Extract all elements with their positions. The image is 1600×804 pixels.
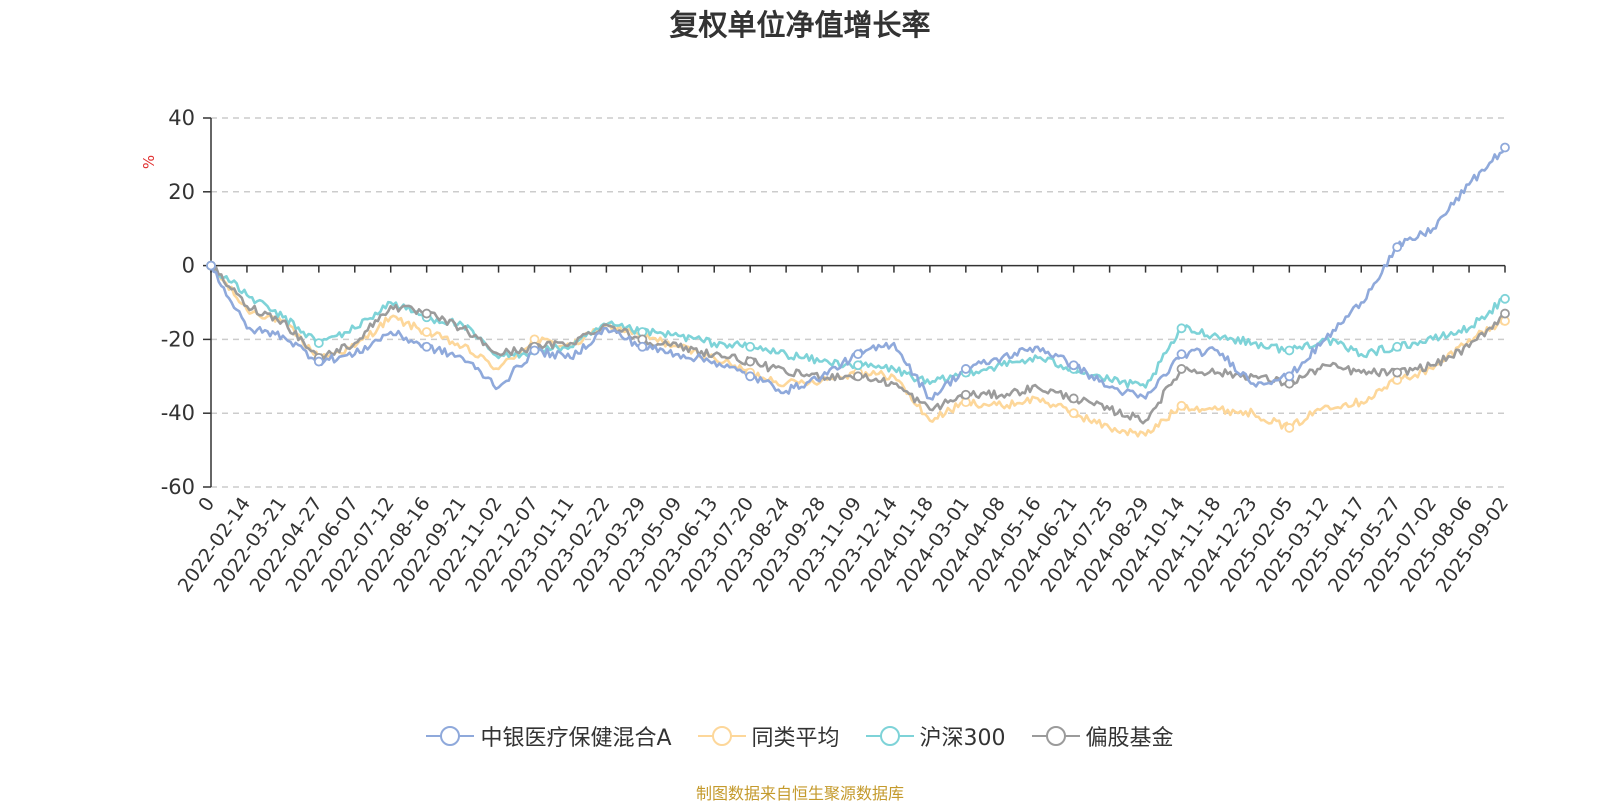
data-point (1068, 408, 1079, 419)
data-point (1500, 142, 1510, 153)
y-tick-label: 0 (182, 254, 195, 278)
legend: 中银医疗保健混合A 同类平均 沪深300 偏股基金 (0, 720, 1600, 752)
data-point (421, 308, 432, 319)
legend-label: 沪深300 (919, 726, 1006, 751)
data-point (529, 345, 540, 356)
data-point (1284, 345, 1295, 356)
data-point (853, 371, 863, 382)
data-point (960, 389, 971, 400)
data-point (1500, 308, 1510, 319)
grid-lines (211, 117, 1505, 488)
data-point (1176, 364, 1187, 374)
data-point (313, 338, 324, 348)
legend-marker-icon (697, 726, 746, 746)
y-axis-unit: % (140, 155, 158, 169)
data-point (1176, 349, 1187, 360)
y-tick-labels: 40 20 0 -20 -40 -60 (161, 106, 195, 499)
y-tick-label: 40 (168, 106, 195, 130)
data-point (1500, 293, 1510, 304)
series-markers (206, 142, 1510, 433)
legend-item-equity-funds[interactable]: 偏股基金 (1031, 720, 1174, 752)
legend-item-csi300[interactable]: 沪深300 (865, 720, 1006, 752)
data-point (745, 341, 756, 352)
data-point (1284, 371, 1295, 382)
data-point (1392, 367, 1403, 378)
data-point (745, 371, 756, 382)
data-point (745, 356, 756, 367)
data-point (1392, 242, 1403, 253)
data-point (1176, 323, 1187, 334)
y-tick-label: -60 (161, 475, 195, 499)
data-point (960, 364, 971, 374)
series-lines (209, 146, 1507, 438)
data-point (1392, 341, 1403, 352)
data-point (853, 349, 863, 360)
x-tick-label: 0 (194, 493, 219, 516)
data-point (421, 341, 432, 352)
legend-label: 偏股基金 (1085, 726, 1174, 751)
y-tick-label: 20 (168, 180, 195, 204)
y-tick-label: -40 (161, 401, 195, 425)
data-point (206, 260, 216, 271)
legend-item-fund[interactable]: 中银医疗保健混合A (426, 720, 672, 752)
axes (203, 117, 1506, 488)
y-tick-label: -20 (161, 327, 195, 351)
legend-label: 同类平均 (751, 726, 840, 751)
data-point (853, 360, 863, 371)
series-line-3 (209, 265, 1506, 425)
legend-marker-icon (426, 726, 475, 746)
x-tick-labels: 02022-02-142022-03-212022-04-272022-06-0… (174, 493, 1513, 596)
data-point (1176, 400, 1187, 411)
data-point (1284, 423, 1295, 433)
data-point (637, 341, 648, 352)
legend-item-category-average[interactable]: 同类平均 (697, 720, 840, 752)
source-note: 制图数据来自恒生聚源数据库 (695, 784, 904, 803)
data-point (1068, 393, 1079, 404)
legend-marker-icon (865, 726, 914, 746)
chart-title: 复权单位净值增长率 (669, 8, 931, 42)
legend-marker-icon (1031, 726, 1080, 746)
data-point (421, 327, 432, 337)
line-chart: % 40 20 0 -20 -40 -60 02022-02-142022-03-2120… (140, 106, 1513, 596)
data-point (1068, 360, 1079, 371)
legend-label: 中银医疗保健混合A (480, 726, 672, 751)
data-point (313, 356, 324, 367)
